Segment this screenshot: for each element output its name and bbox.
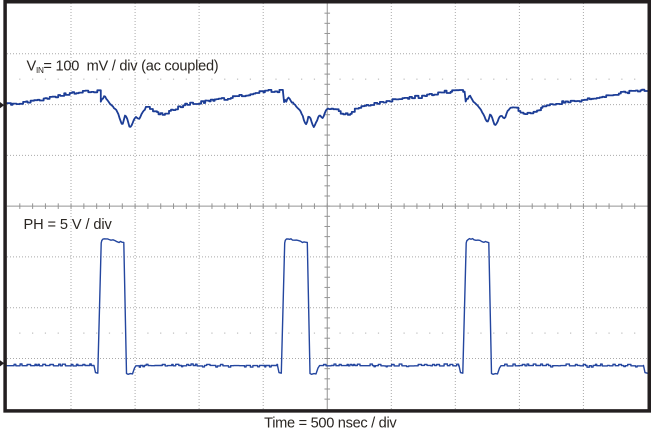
svg-text:PH = 5 V / div: PH = 5 V / div: [24, 217, 113, 233]
svg-text:Time = 500 nsec / div: Time = 500 nsec / div: [264, 415, 397, 428]
